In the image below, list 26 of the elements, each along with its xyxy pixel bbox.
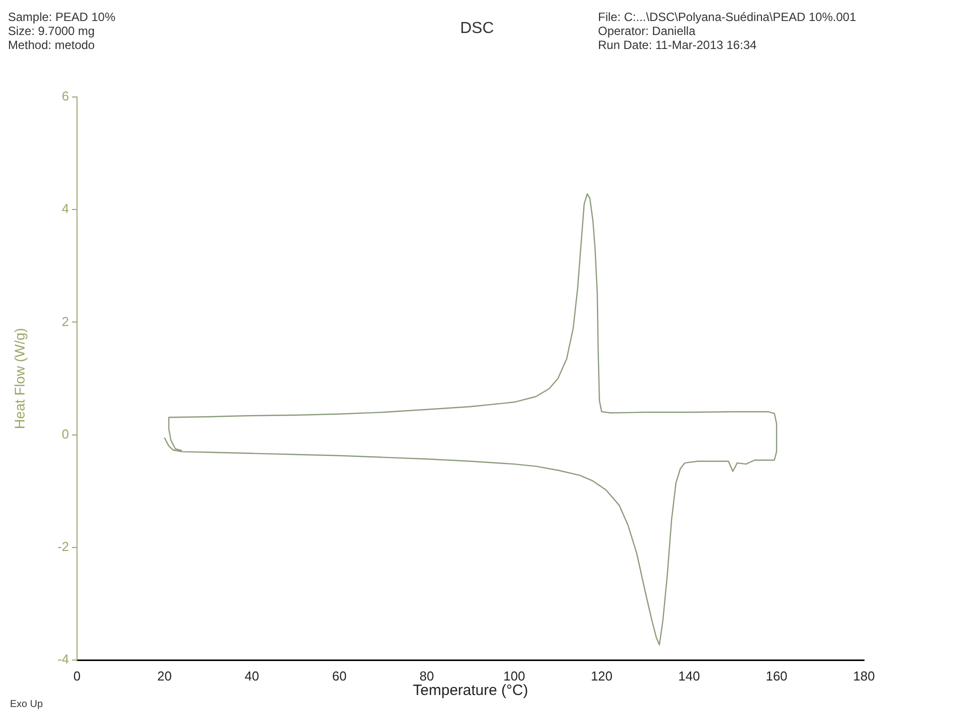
x-tick-label: 100 bbox=[503, 668, 526, 684]
text: Size: 9.7000 mg bbox=[8, 24, 96, 38]
y-tick-label: 4 bbox=[62, 201, 69, 216]
y-tick-label: -2 bbox=[57, 538, 69, 554]
y-axis-title: Heat Flow (W/g) bbox=[11, 328, 28, 430]
x-tick-label: 0 bbox=[73, 668, 81, 684]
text: File: C:...\DSC\Polyana-Suédina\PEAD 10%.001 bbox=[598, 10, 856, 24]
x-tick-label: 60 bbox=[332, 668, 347, 684]
text: Run Date: 11-Mar-2013 16:34 bbox=[598, 38, 758, 52]
x-tick-label: 120 bbox=[590, 668, 613, 684]
x-tick-label: 80 bbox=[420, 668, 434, 684]
text: Method: metodo bbox=[8, 38, 96, 52]
x-axis-title: Temperature (°C) bbox=[412, 682, 528, 700]
text: Sample: PEAD 10% bbox=[8, 10, 116, 24]
y-tick-label: 0 bbox=[62, 426, 69, 442]
y-tick-label: 6 bbox=[62, 88, 69, 104]
text: Exo Up bbox=[10, 698, 43, 712]
x-tick-label: 40 bbox=[244, 668, 260, 684]
text: Operator: Daniella bbox=[598, 24, 696, 38]
y-tick-label: 2 bbox=[62, 314, 69, 329]
x-tick-label: 20 bbox=[157, 668, 172, 684]
x-tick-label: 180 bbox=[853, 668, 875, 684]
x-tick-label: 140 bbox=[678, 668, 700, 684]
y-tick-label: -4 bbox=[57, 652, 69, 667]
chart-title: DSC bbox=[460, 20, 494, 37]
x-tick-label: 160 bbox=[766, 668, 788, 684]
